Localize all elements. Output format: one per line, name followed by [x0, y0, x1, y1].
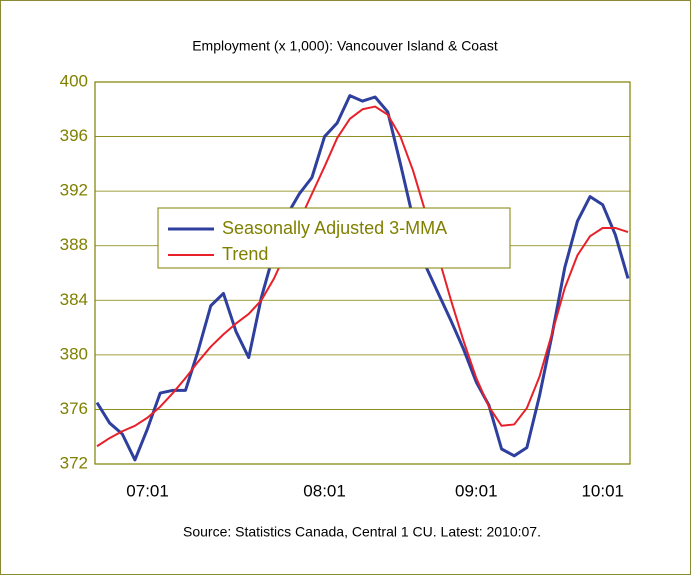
source-note: Source: Statistics Canada, Central 1 CU.…	[183, 524, 541, 540]
chart-title: Employment (x 1,000): Vancouver Island &…	[192, 38, 498, 54]
x-tick-label: 07:01	[126, 481, 169, 500]
x-tick-label: 08:01	[303, 481, 346, 500]
y-tick-label: 384	[60, 290, 88, 309]
y-tick-label: 380	[60, 344, 88, 363]
x-tick-label: 10:01	[581, 481, 624, 500]
y-tick-label: 396	[60, 126, 88, 145]
y-tick-label: 388	[60, 235, 88, 254]
legend-label: Seasonally Adjusted 3-MMA	[222, 218, 447, 238]
y-tick-label: 400	[60, 71, 88, 90]
y-tick-label: 372	[60, 453, 88, 472]
y-tick-label: 376	[60, 399, 88, 418]
x-tick-label: 09:01	[455, 481, 498, 500]
plot-frame	[94, 81, 631, 465]
series-line	[96, 105, 629, 448]
legend-label: Trend	[222, 244, 268, 264]
y-tick-label: 392	[60, 181, 88, 200]
series-line	[95, 94, 630, 462]
legend-box	[157, 207, 511, 269]
